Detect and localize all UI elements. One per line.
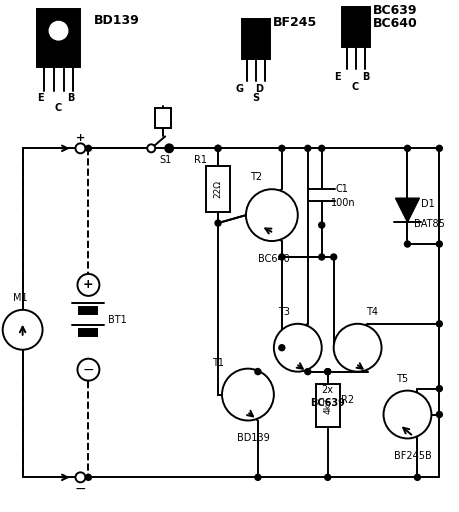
Circle shape	[324, 369, 330, 375]
Text: 4k7: 4k7	[323, 397, 331, 414]
Circle shape	[214, 220, 220, 226]
Circle shape	[324, 369, 330, 375]
Circle shape	[85, 145, 91, 152]
Text: BF245B: BF245B	[393, 452, 431, 461]
Circle shape	[304, 369, 310, 375]
Text: −: −	[83, 362, 94, 377]
Circle shape	[436, 145, 442, 152]
Circle shape	[50, 22, 67, 39]
Text: T1: T1	[212, 358, 224, 368]
Text: B: B	[361, 72, 369, 81]
Text: E: E	[334, 72, 340, 81]
Text: BD139: BD139	[93, 14, 139, 27]
Text: T4: T4	[365, 307, 377, 317]
Circle shape	[3, 310, 43, 350]
Text: 100n: 100n	[330, 198, 355, 208]
Circle shape	[318, 222, 324, 228]
Bar	[315, 383, 339, 428]
Text: BAT85: BAT85	[413, 219, 444, 229]
Circle shape	[324, 474, 330, 480]
Text: −: −	[74, 482, 86, 496]
Circle shape	[383, 391, 431, 438]
Bar	[79, 329, 97, 336]
Bar	[241, 19, 269, 58]
Bar	[37, 9, 80, 67]
Circle shape	[166, 145, 172, 152]
Circle shape	[318, 145, 324, 152]
Text: C: C	[351, 81, 358, 92]
Text: S1: S1	[159, 155, 171, 165]
Circle shape	[246, 189, 297, 241]
Text: +: +	[76, 133, 85, 143]
Circle shape	[222, 369, 273, 420]
Text: 2x: 2x	[321, 385, 333, 395]
Text: M1: M1	[13, 293, 28, 303]
Text: C1: C1	[335, 184, 347, 194]
Circle shape	[436, 386, 442, 392]
Text: 22Ω: 22Ω	[213, 180, 222, 198]
Circle shape	[147, 144, 155, 152]
Text: T2: T2	[249, 172, 262, 182]
Bar	[79, 307, 97, 314]
Text: C: C	[55, 103, 62, 114]
Circle shape	[318, 254, 324, 260]
Text: +: +	[83, 279, 94, 291]
Circle shape	[254, 474, 260, 480]
Text: T3: T3	[277, 307, 289, 317]
Circle shape	[304, 145, 310, 152]
Circle shape	[77, 274, 99, 296]
Circle shape	[85, 474, 91, 480]
Bar	[341, 7, 369, 47]
Text: BC640: BC640	[257, 254, 289, 264]
Circle shape	[278, 145, 284, 152]
Text: E: E	[37, 94, 44, 103]
Circle shape	[414, 474, 420, 480]
Text: R2: R2	[340, 395, 353, 404]
Circle shape	[333, 324, 381, 372]
Circle shape	[273, 324, 321, 372]
Text: D: D	[254, 83, 263, 94]
Polygon shape	[395, 198, 419, 222]
Circle shape	[436, 412, 442, 417]
Bar	[155, 109, 171, 129]
Text: BC640: BC640	[372, 17, 416, 30]
Text: BD139: BD139	[236, 434, 269, 443]
Circle shape	[166, 145, 172, 152]
Text: BT1: BT1	[108, 315, 127, 325]
Circle shape	[75, 143, 85, 153]
Bar	[206, 166, 230, 212]
Circle shape	[278, 345, 284, 351]
Text: T5: T5	[396, 374, 408, 383]
Circle shape	[330, 254, 336, 260]
Circle shape	[75, 473, 85, 482]
Text: D1: D1	[420, 199, 433, 209]
Text: R1: R1	[193, 155, 206, 165]
Circle shape	[436, 321, 442, 327]
Text: G: G	[235, 83, 243, 94]
Circle shape	[77, 359, 99, 380]
Text: BF245: BF245	[272, 16, 316, 29]
Circle shape	[254, 369, 260, 375]
Circle shape	[214, 145, 220, 152]
Text: S: S	[252, 94, 259, 103]
Circle shape	[403, 145, 409, 152]
Circle shape	[165, 144, 173, 152]
Circle shape	[403, 241, 409, 247]
Circle shape	[278, 254, 284, 260]
Circle shape	[436, 241, 442, 247]
Text: B: B	[67, 94, 74, 103]
Circle shape	[214, 145, 220, 152]
Text: BC639: BC639	[309, 397, 344, 408]
Text: BC639: BC639	[372, 4, 416, 17]
